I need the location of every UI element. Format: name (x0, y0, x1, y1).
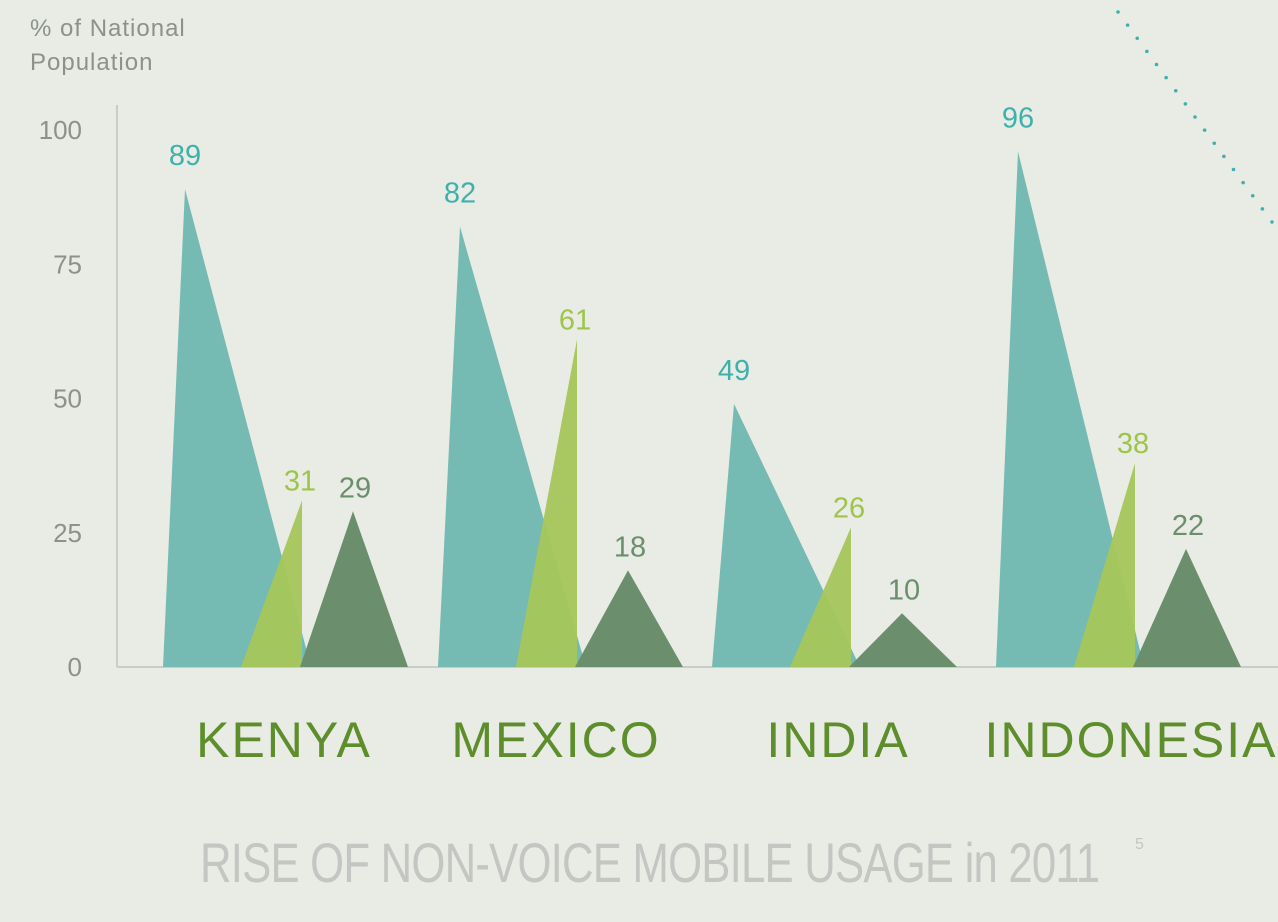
data-label: 22 (1172, 510, 1204, 542)
bar-series-3 (849, 613, 957, 667)
decor-dot (1212, 141, 1217, 146)
decor-dot (1154, 62, 1159, 67)
value-labels: 89 31 29 82 61 18 49 26 10 96 38 22 (169, 102, 1204, 606)
y-tick-label: 0 (68, 652, 82, 682)
data-label: 61 (559, 304, 591, 336)
y-ticks: 0 25 50 75 100 (39, 115, 82, 682)
x-category-label: KENYA (196, 712, 372, 768)
decor-dot (1222, 154, 1226, 159)
data-label: 29 (339, 472, 371, 504)
x-category-label: INDIA (766, 712, 909, 768)
data-label: 82 (444, 178, 476, 210)
decor-dot (1202, 128, 1207, 132)
decor-dot (1145, 49, 1149, 54)
decor-dot (1231, 167, 1236, 172)
y-tick-label: 25 (53, 518, 82, 548)
data-label: 89 (169, 140, 201, 172)
bar-series-2 (241, 500, 302, 667)
bar-series-3 (575, 570, 683, 667)
decor-dot (1135, 36, 1140, 41)
data-label: 26 (833, 492, 865, 524)
y-axis-label-line: % of National (30, 15, 186, 42)
decor-dot (1164, 75, 1168, 80)
data-label: 38 (1117, 428, 1149, 460)
decor-dot (1241, 180, 1245, 185)
category-labels: KENYA MEXICO INDIA INDONESIA (196, 712, 1277, 768)
bar-series-2 (790, 527, 851, 667)
bar-series-2 (1074, 462, 1135, 667)
y-tick-label: 50 (53, 384, 82, 414)
data-label: 31 (284, 466, 316, 498)
data-label: 18 (614, 531, 646, 563)
decor-dot (1173, 88, 1178, 93)
decor-dot (1193, 115, 1197, 119)
y-axis-label-line: Population (30, 49, 153, 76)
decor-dot (1260, 207, 1265, 211)
dotted-decoration (1116, 10, 1274, 224)
bar-series-1 (163, 189, 311, 667)
bar-series-1 (996, 151, 1144, 668)
decor-dot (1183, 102, 1188, 106)
series-marks (163, 151, 1241, 668)
data-label: 96 (1002, 102, 1034, 134)
y-tick-label: 100 (39, 115, 82, 145)
data-label: 10 (888, 574, 920, 606)
bar-series-2 (516, 339, 577, 667)
y-axis-label: % of National Population (30, 15, 186, 76)
decor-dot (1270, 220, 1274, 224)
decor-dot (1250, 193, 1255, 198)
decor-dot (1116, 10, 1120, 14)
data-label: 49 (718, 355, 750, 387)
x-category-label: INDONESIA (984, 712, 1277, 768)
title-footnote: 5 (1135, 836, 1144, 853)
bar-series-3 (300, 511, 408, 667)
bar-series-3 (1133, 548, 1241, 667)
y-tick-label: 75 (53, 249, 82, 279)
chart-title: RISE OF NON-VOICE MOBILE USAGE in 2011 (200, 831, 1100, 894)
x-category-label: MEXICO (451, 712, 660, 768)
decor-dot (1125, 23, 1130, 27)
